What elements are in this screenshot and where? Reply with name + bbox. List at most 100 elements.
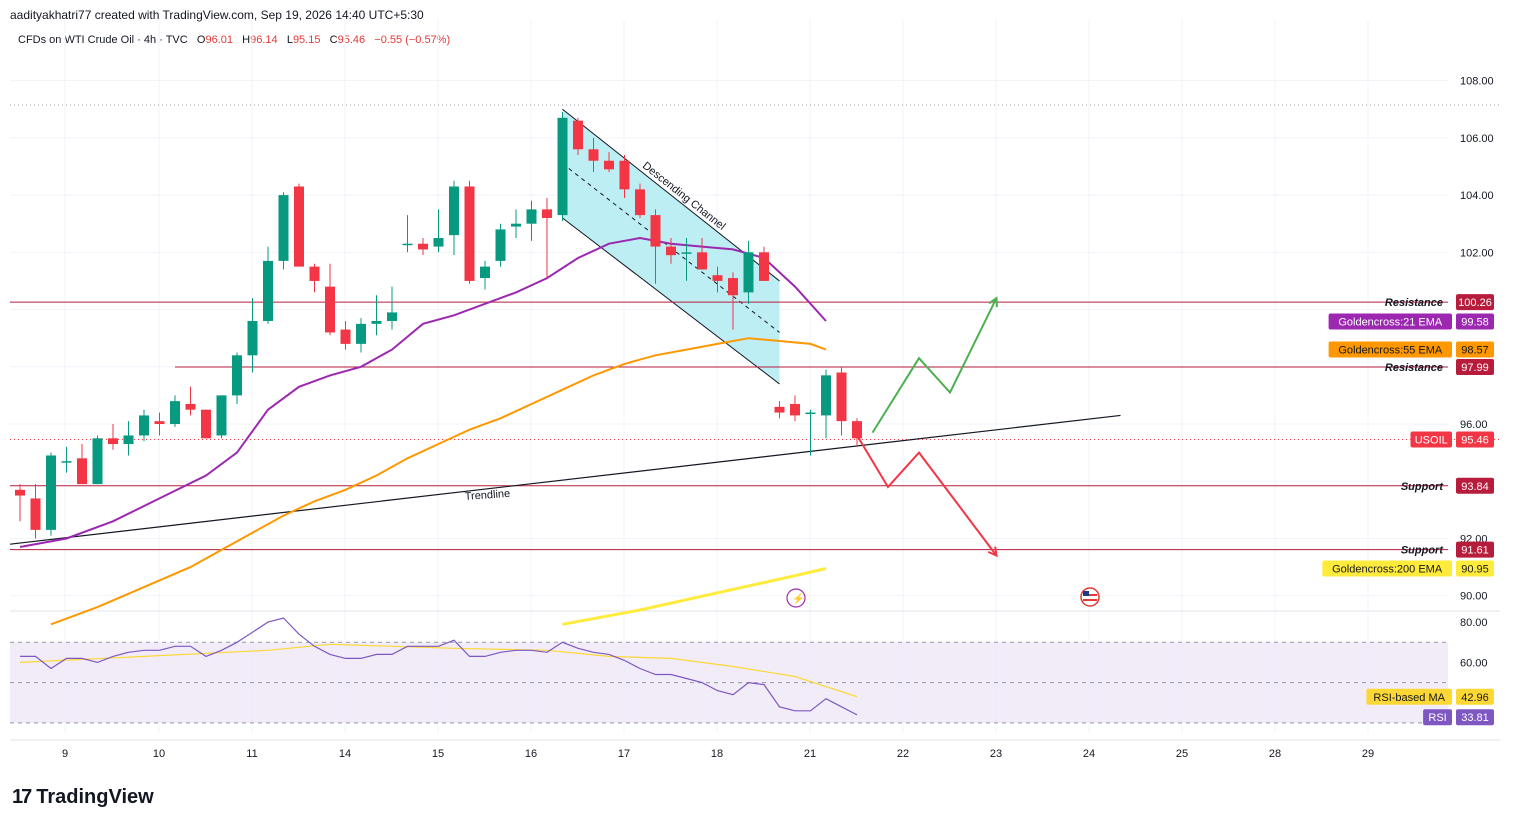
price-tag-3-label: Goldencross:200 EMA <box>1332 564 1443 576</box>
time-axis-tick-0: 9 <box>62 748 68 760</box>
price-tag-2-value-box <box>1456 431 1494 448</box>
rsi-ma-line <box>19 643 858 698</box>
rsi-ma-tag-value: 42.96 <box>1461 692 1489 704</box>
candle-20 <box>325 286 335 333</box>
rsi-axis-tick-0: 80.00 <box>1460 617 1488 629</box>
candle-46 <box>728 278 738 296</box>
price-axis-tick-4: 96.00 <box>1460 419 1488 431</box>
rsi-axis-tick-1: 60.00 <box>1460 657 1488 669</box>
time-axis-tick-5: 16 <box>525 748 537 760</box>
lightning-event-icon <box>786 588 806 608</box>
candle-25 <box>402 243 413 246</box>
candle-4 <box>77 458 87 485</box>
candle-21 <box>340 329 351 344</box>
price-tag-0-label-box <box>1328 313 1452 330</box>
level-tag-3-value-box <box>1456 541 1494 558</box>
candle-31 <box>495 229 506 261</box>
level-label-3: Support <box>1401 545 1444 557</box>
level-label-0: Resistance <box>1385 297 1443 309</box>
symbol-name[interactable]: CFDs on WTI Crude Oil · 4h · TVC <box>18 34 188 46</box>
time-axis-tick-1: 10 <box>153 748 165 760</box>
candle-6 <box>108 438 118 445</box>
bearish-scenario-arrow-head <box>987 546 998 558</box>
rsi-tag-label-box <box>1423 709 1452 726</box>
time-axis-tick-12: 25 <box>1176 748 1188 760</box>
candle-10 <box>170 401 180 424</box>
price-axis-tick-0: 108.00 <box>1460 76 1494 88</box>
candle-5 <box>92 438 103 485</box>
level-label-1: Resistance <box>1385 362 1443 374</box>
price-tag-1-value-box <box>1456 341 1494 358</box>
lightning-glyph: ⚡ <box>792 592 804 605</box>
candle-7 <box>123 435 134 445</box>
price-tag-2-label: USOIL <box>1415 434 1448 446</box>
tradingview-logo-text: TradingView <box>36 786 154 808</box>
candle-15 <box>247 320 258 356</box>
time-axis-tick-10: 23 <box>990 748 1002 760</box>
level-label-2: Support <box>1401 481 1444 493</box>
candle-13 <box>216 395 227 436</box>
candle-0 <box>15 489 25 496</box>
candle-26 <box>418 243 428 250</box>
candle-47 <box>743 252 754 293</box>
rsi-tag-label: RSI <box>1428 712 1446 724</box>
price-tag-0-value: 99.58 <box>1461 317 1489 329</box>
candle-50 <box>790 403 800 416</box>
candle-52 <box>821 375 831 416</box>
candle-43 <box>681 252 692 254</box>
price-tag-3-label-box <box>1322 560 1452 577</box>
high-label: H <box>242 34 251 46</box>
candle-45 <box>712 275 723 281</box>
close-value: 95.46 <box>337 34 366 46</box>
candle-29 <box>464 186 475 281</box>
candle-28 <box>449 186 459 236</box>
price-tag-2-label-box <box>1410 431 1452 448</box>
price-tag-0-label: Goldencross:21 EMA <box>1338 317 1443 329</box>
close-label: C <box>329 34 338 46</box>
candle-38 <box>604 160 614 170</box>
rsi-line <box>20 617 858 716</box>
candle-39 <box>619 160 630 190</box>
change-value: −0.55 (−0.57%) <box>374 34 451 46</box>
candle-42 <box>666 246 676 256</box>
low-value: 95.15 <box>292 34 321 46</box>
price-axis-tick-2: 104.00 <box>1460 190 1494 202</box>
time-axis-tick-9: 22 <box>897 748 909 760</box>
time-axis-tick-6: 17 <box>618 748 630 760</box>
candle-44 <box>697 252 707 270</box>
candle-14 <box>232 355 242 396</box>
candle-53 <box>836 372 847 422</box>
price-tag-3-value: 90.95 <box>1461 564 1489 576</box>
rsi-ma-tag-label-box <box>1366 688 1452 705</box>
low-label: L <box>286 34 293 46</box>
level-tag-1-value-box <box>1456 359 1494 376</box>
price-axis-tick-1: 106.00 <box>1460 133 1494 145</box>
ema55-line <box>50 337 827 626</box>
candle-16 <box>263 260 273 321</box>
time-axis-tick-8: 21 <box>804 748 816 760</box>
bullish-scenario-arrow <box>871 297 998 434</box>
candle-17 <box>278 195 289 261</box>
channel-lower-line <box>562 217 780 385</box>
candle-32 <box>511 223 521 227</box>
time-axis-tick-2: 11 <box>246 748 257 760</box>
tradingview-logo-icon: 17 <box>12 786 32 808</box>
level-tag-2-value-box <box>1456 477 1494 494</box>
tradingview-logo[interactable]: 17 TradingView <box>12 786 154 809</box>
level-tag-0-value-box <box>1456 294 1494 311</box>
rsi-band <box>10 642 1448 723</box>
bearish-scenario-arrow <box>856 434 998 557</box>
chart-credit: aadityakhatri77 created with TradingView… <box>10 8 424 22</box>
symbol-legend: CFDs on WTI Crude Oil · 4h · TVC O96.01 … <box>18 34 450 46</box>
price-tag-1-label: Goldencross:55 EMA <box>1338 344 1443 356</box>
rsi-tag-value: 33.81 <box>1461 712 1489 724</box>
price-tag-1-value: 98.57 <box>1461 344 1489 356</box>
level-tag-3-value: 91.61 <box>1461 545 1489 557</box>
candle-23 <box>371 320 382 324</box>
candle-35 <box>557 117 568 216</box>
candle-40 <box>635 189 645 216</box>
candle-3 <box>61 461 72 463</box>
bullish-scenario-arrow-head <box>988 296 998 308</box>
candle-1 <box>30 498 41 530</box>
